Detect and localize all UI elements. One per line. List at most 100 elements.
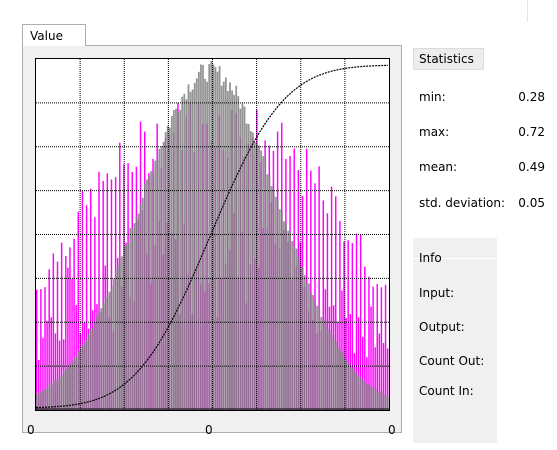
magenta-bar xyxy=(38,359,40,410)
x-tick-middle: 0 xyxy=(205,423,213,437)
gray-bar xyxy=(293,246,296,410)
magenta-bar xyxy=(106,173,109,410)
gray-bar xyxy=(71,361,74,410)
gray-bar xyxy=(262,156,265,410)
magenta-bar xyxy=(42,337,44,410)
gray-bar xyxy=(38,392,40,410)
gray-bar xyxy=(179,109,182,410)
magenta-bar xyxy=(36,289,38,410)
gray-bar xyxy=(247,124,250,410)
gray-bar xyxy=(347,362,350,410)
magenta-bar xyxy=(330,186,333,410)
gray-bar xyxy=(183,93,186,410)
gray-bar xyxy=(40,391,42,410)
gray-bar xyxy=(87,333,90,410)
gray-bar xyxy=(243,106,246,410)
gray-bar xyxy=(339,350,341,410)
gray-bar xyxy=(36,393,38,410)
gray-bar xyxy=(281,212,283,410)
gray-bar xyxy=(191,89,194,410)
magenta-bar xyxy=(85,205,88,410)
gray-bar xyxy=(278,209,281,410)
gray-bar xyxy=(116,264,119,410)
info-input-label: Input: xyxy=(419,286,455,300)
x-tick-left: 0 xyxy=(27,423,35,437)
magenta-bar xyxy=(380,287,383,410)
magenta-bar xyxy=(94,217,96,410)
magenta-bar xyxy=(376,283,378,410)
gray-bar xyxy=(173,110,175,410)
gray-bar xyxy=(185,99,188,410)
gray-bar xyxy=(216,71,219,410)
info-separator xyxy=(413,258,497,259)
gray-bar xyxy=(189,91,192,410)
magenta-bar xyxy=(65,256,67,410)
magenta-bar xyxy=(366,357,368,410)
gray-bar xyxy=(106,294,109,410)
gray-bar xyxy=(355,372,358,410)
magenta-bar xyxy=(335,196,337,410)
gray-bar xyxy=(150,171,152,410)
gray-bar xyxy=(135,217,138,410)
magenta-bar xyxy=(318,166,320,410)
x-tick-right: 0 xyxy=(388,423,396,437)
gray-bar xyxy=(256,143,258,410)
gray-bar xyxy=(133,223,136,410)
gray-bar xyxy=(268,176,271,410)
gray-bar xyxy=(79,346,82,410)
gray-bar xyxy=(110,286,113,410)
stat-value-max: 0.72 xyxy=(518,125,545,139)
gray-bar xyxy=(312,294,314,410)
tab-value[interactable]: Value xyxy=(22,24,86,46)
gray-bar xyxy=(220,85,223,410)
magenta-bar xyxy=(310,170,312,410)
cumulative-curve xyxy=(36,64,388,409)
magenta-bar xyxy=(58,340,61,410)
gray-bar xyxy=(364,380,366,410)
magenta-bar xyxy=(56,261,59,410)
gray-bar xyxy=(83,342,86,410)
gray-bar xyxy=(50,383,53,410)
gray-bar xyxy=(112,279,115,410)
magenta-bar xyxy=(69,247,71,410)
stat-label-max: max: xyxy=(419,125,450,139)
gray-bar xyxy=(330,334,333,410)
stat-value-mean: 0.49 xyxy=(518,160,545,174)
magenta-bar xyxy=(357,317,360,410)
gray-bar xyxy=(166,126,169,410)
gray-bar xyxy=(237,96,240,410)
gray-bar xyxy=(251,132,254,410)
gray-bar xyxy=(310,292,312,410)
gray-bar xyxy=(67,365,69,410)
gray-bar xyxy=(89,329,92,410)
histogram-svg xyxy=(36,59,389,410)
gray-bar xyxy=(289,231,292,410)
gray-bar xyxy=(326,329,329,410)
gray-bar xyxy=(274,196,277,410)
gray-bar xyxy=(359,376,362,410)
gray-bar xyxy=(114,269,117,410)
magenta-bar xyxy=(339,221,341,410)
gray-bar xyxy=(77,351,80,410)
gray-bar xyxy=(137,213,140,410)
gray-bar xyxy=(328,330,331,410)
magenta-bar xyxy=(368,276,370,410)
gray-bar xyxy=(60,374,63,410)
magenta-bar xyxy=(81,191,84,410)
info-count-out-label: Count Out: xyxy=(419,354,485,368)
gray-bar xyxy=(285,223,287,410)
info-count-in-label: Count In: xyxy=(419,384,474,398)
gray-bar xyxy=(324,323,327,410)
gray-bar xyxy=(104,297,107,410)
gray-bar xyxy=(308,283,310,410)
gray-bar xyxy=(370,386,373,410)
gray-bar xyxy=(98,311,101,410)
histogram-plot xyxy=(35,58,390,411)
gray-bar xyxy=(58,376,61,410)
stat-label-mean: mean: xyxy=(419,160,458,174)
gray-bar xyxy=(249,130,252,410)
stat-value-std: 0.05 xyxy=(518,196,545,210)
gray-bar xyxy=(297,256,300,410)
gray-bar xyxy=(260,150,263,410)
magenta-bar xyxy=(54,333,57,410)
